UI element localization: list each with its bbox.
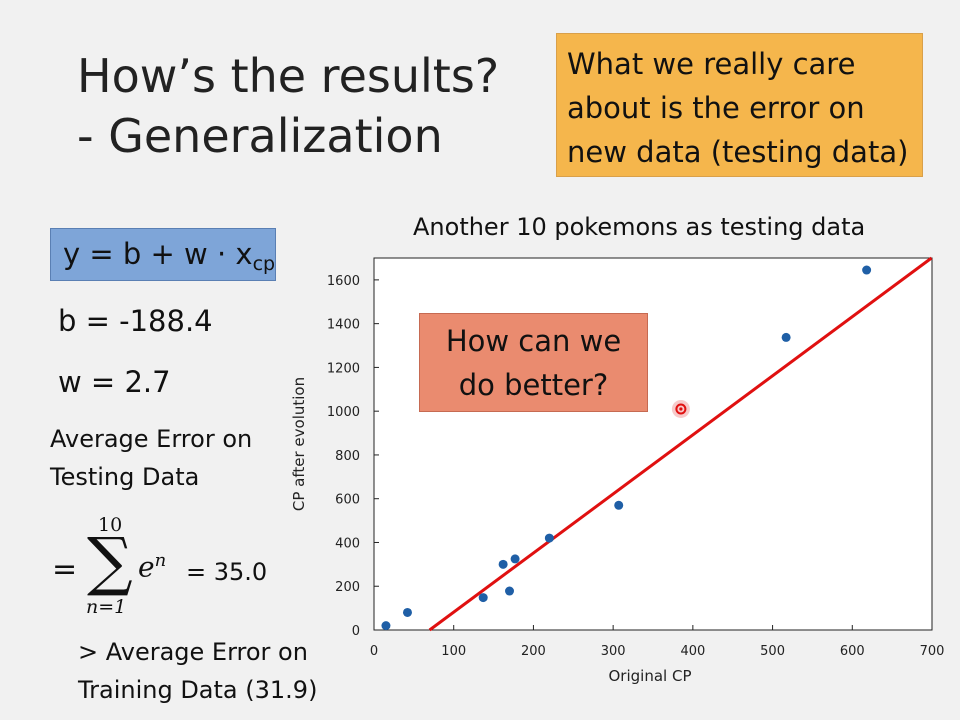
title-line-1: How’s the results? — [77, 49, 500, 103]
x-tick-label: 700 — [920, 644, 945, 659]
compare-line-2: Training Data (31.9) — [78, 676, 318, 704]
x-tick: 100 — [441, 625, 466, 659]
data-point — [614, 500, 624, 510]
data-point — [510, 554, 520, 564]
b-parameter: b = -188.4 — [58, 304, 213, 338]
x-tick: 600 — [840, 625, 865, 659]
highlight-ring — [675, 403, 687, 415]
sigma-symbol: ∑ — [87, 525, 133, 599]
x-tick: 300 — [601, 625, 626, 659]
x-tick-label: 400 — [680, 644, 705, 659]
bubble-line-1: How can we — [445, 324, 622, 358]
data-point — [498, 559, 508, 569]
y-tick: 1000 — [327, 405, 379, 420]
x-tick-label: 600 — [840, 644, 865, 659]
y-tick-label: 1600 — [327, 274, 360, 289]
x-tick: 500 — [760, 625, 785, 659]
data-point — [381, 621, 391, 631]
y-tick: 1600 — [327, 274, 379, 289]
x-tick: 200 — [521, 625, 546, 659]
model-formula-lhs: y = b + w · x — [63, 237, 253, 271]
y-axis-label: CP after evolution — [290, 377, 308, 511]
bubble-line-2: do better? — [458, 368, 609, 402]
training-compare: > Average Error on Training Data (31.9) — [78, 633, 317, 709]
x-tick: 0 — [370, 625, 378, 659]
sum-formula: = 10 ∑ n=1 en = 35.0 — [52, 510, 312, 625]
y-tick-label: 800 — [335, 449, 360, 464]
y-tick-label: 1200 — [327, 361, 360, 376]
x-tick-label: 500 — [760, 644, 785, 659]
y-tick: 400 — [335, 536, 379, 551]
y-tick: 200 — [335, 580, 379, 595]
y-tick: 1400 — [327, 318, 379, 333]
sum-upper-limit: 10 — [98, 514, 123, 536]
sum-value: = 35.0 — [186, 558, 268, 586]
x-tick-label: 300 — [601, 644, 626, 659]
sum-equals: = — [52, 552, 78, 587]
sum-term-base: e — [138, 550, 155, 584]
x-tick-label: 100 — [441, 644, 466, 659]
data-point — [478, 593, 488, 603]
callout-box: What we really care about is the error o… — [556, 33, 923, 177]
y-tick-label: 600 — [335, 493, 360, 508]
sum-lower-limit: n=1 — [86, 596, 127, 618]
y-tick: 800 — [335, 449, 379, 464]
data-point — [402, 607, 412, 617]
do-better-bubble: How can we do better? — [419, 313, 648, 412]
highlight-dot — [679, 407, 683, 411]
highlight-point — [671, 399, 690, 418]
avg-error-label: Average Error on Testing Data — [50, 425, 253, 491]
y-tick-label: 200 — [335, 580, 360, 595]
w-parameter: w = 2.7 — [58, 365, 171, 399]
compare-line-1: > Average Error on — [78, 638, 308, 666]
y-tick: 600 — [335, 493, 379, 508]
y-tick: 1200 — [327, 361, 379, 376]
y-tick-label: 1000 — [327, 405, 360, 420]
model-formula: y = b + w · xcp — [50, 228, 276, 281]
data-points — [381, 265, 872, 631]
regression-line — [428, 256, 933, 632]
x-axis-ticks: 0 100 200 300 400 500 600 700 — [370, 625, 945, 659]
x-tick-label: 0 — [370, 644, 378, 659]
data-point — [544, 533, 554, 543]
slide-title: How’s the results? - Generalization — [77, 46, 499, 166]
sum-term-superscript: n — [154, 550, 167, 571]
sum-term: en — [138, 550, 166, 583]
x-tick: 700 — [920, 625, 945, 659]
y-tick-label: 1400 — [327, 318, 360, 333]
y-tick-label: 400 — [335, 536, 360, 551]
x-tick: 400 — [680, 625, 705, 659]
y-axis-ticks: 0 200 400 600 800 1000 1200 1400 1600 — [327, 274, 379, 639]
data-point — [505, 586, 515, 596]
title-line-2: - Generalization — [77, 109, 443, 163]
x-tick-label: 200 — [521, 644, 546, 659]
x-axis-label: Original CP — [609, 667, 692, 685]
data-point — [781, 332, 791, 342]
chart-title: Another 10 pokemons as testing data — [413, 213, 866, 241]
data-point — [862, 265, 872, 275]
y-tick-label: 0 — [352, 624, 360, 639]
y-tick: 0 — [352, 624, 379, 639]
model-formula-subscript: cp — [252, 253, 276, 275]
